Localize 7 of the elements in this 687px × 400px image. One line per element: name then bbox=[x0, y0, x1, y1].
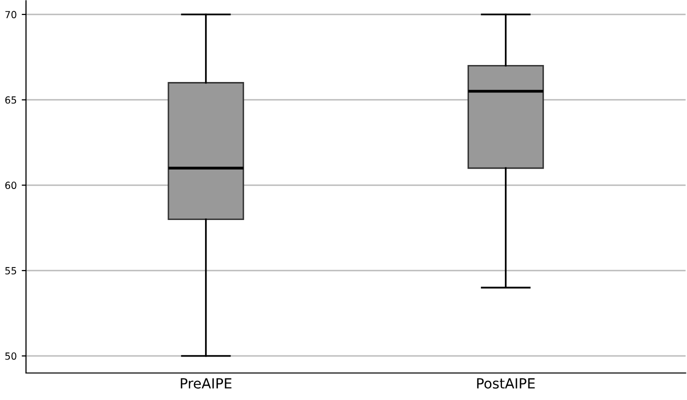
y-tick-label: 50 bbox=[5, 352, 16, 360]
y-tick-label: 60 bbox=[5, 182, 16, 190]
x-tick-label: PreAIPE bbox=[180, 378, 232, 389]
y-tick-label: 65 bbox=[5, 96, 16, 104]
y-tick-label: 55 bbox=[5, 267, 16, 274]
x-tick-label: PostAIPE bbox=[477, 378, 535, 389]
y-tick-label: 70 bbox=[5, 10, 16, 18]
